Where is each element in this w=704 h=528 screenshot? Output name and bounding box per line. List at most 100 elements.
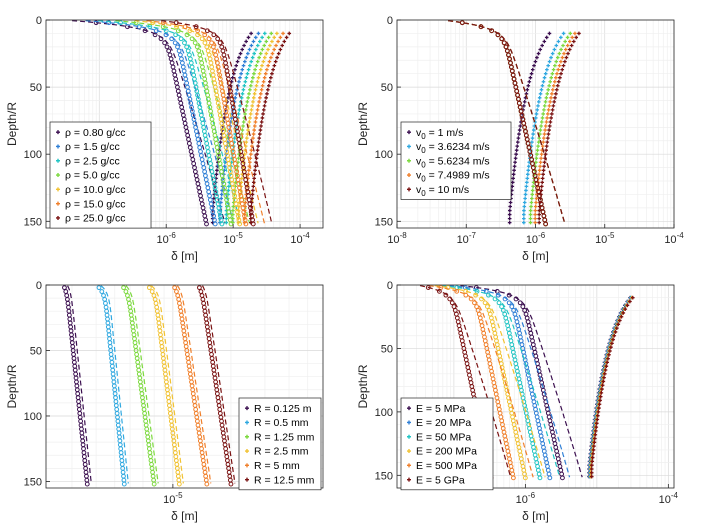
legend-label: E = 20 MPa <box>416 417 471 429</box>
series-6-fit-line <box>419 285 512 478</box>
series-2-point-plus <box>550 51 555 56</box>
series-1-point-plus <box>515 140 520 144</box>
legend-marker <box>407 477 411 482</box>
legend-marker <box>56 130 60 135</box>
series-2-point-circle <box>483 288 489 294</box>
series-2-point-plus <box>251 39 256 44</box>
series-6-point-circle <box>228 481 234 487</box>
series-3-point-plus <box>226 188 231 193</box>
series-5-point-plus <box>249 108 254 112</box>
series-6-point-circle <box>437 288 442 294</box>
series-4-point-plus <box>533 216 537 221</box>
series-5-point-circle <box>463 292 469 298</box>
series-7-point-plus <box>250 192 255 197</box>
x-tick-label: 10-7 <box>457 231 477 246</box>
series-6-point-circle <box>209 40 215 46</box>
series-4-point-plus <box>533 208 538 213</box>
series-2-point-plus <box>545 67 549 72</box>
series-5-point-plus <box>256 75 261 80</box>
series-1-point-plus <box>212 196 216 201</box>
series-1-point-circle <box>164 44 170 50</box>
series-7-point-plus <box>255 152 259 156</box>
series-1-point-plus <box>235 59 240 64</box>
series-6-point-circle <box>210 44 216 50</box>
series-3-point-plus <box>241 87 246 92</box>
series-5-point-plus <box>542 160 547 165</box>
legend-marker <box>245 406 249 411</box>
series-2-point-plus <box>530 136 535 140</box>
series-7-point-plus <box>271 67 275 72</box>
series-3-point-plus <box>531 184 535 189</box>
x-tick-label: 10-4 <box>290 231 310 246</box>
series-5-point-circle <box>204 481 210 487</box>
series-7-point-plus <box>252 172 257 177</box>
series-6-point-plus <box>249 148 254 152</box>
series-5-point-plus <box>539 192 543 197</box>
series-2-point-plus <box>559 35 563 40</box>
series-6-point-circle <box>443 292 449 298</box>
legend-marker <box>407 434 411 439</box>
series-1-point-plus <box>522 100 527 104</box>
series-2-point-plus <box>533 116 538 120</box>
series-6-point-plus <box>621 311 626 315</box>
series-6-point-plus <box>247 164 252 169</box>
series-2 <box>96 285 129 487</box>
series-5-fit-line <box>448 20 566 224</box>
series-5-point-plus <box>240 176 244 181</box>
y-tick-label: 50 <box>30 82 42 94</box>
legend-marker <box>245 420 249 425</box>
series-7-point-circle <box>217 40 223 46</box>
series-7-point-plus <box>256 144 260 148</box>
series-6-point-plus <box>258 96 262 100</box>
y-tick-label: 100 <box>24 411 42 423</box>
series-5-point-circle <box>459 20 465 26</box>
series-7-point-plus <box>284 35 289 40</box>
series-3-point-plus <box>535 148 540 152</box>
series-7-point-plus <box>280 43 285 48</box>
series-1-point-plus <box>244 39 248 44</box>
series-1-point-plus <box>514 152 518 156</box>
series-6-point-plus <box>616 322 621 327</box>
series-4-point-plus <box>241 124 245 128</box>
series-7-point-plus <box>250 196 254 201</box>
series-5-point-plus <box>541 168 546 173</box>
legend-label: ρ = 1.5 g/cc <box>65 141 120 153</box>
series-5-point-plus <box>577 31 581 36</box>
series-1-point-circle <box>162 40 168 46</box>
series-5-point-plus <box>251 96 256 100</box>
series-1-point-plus <box>237 55 241 60</box>
series-6-point-plus <box>248 156 253 161</box>
series-5-point-plus <box>236 216 241 221</box>
series-5-point-plus <box>264 51 269 56</box>
series-7-point-plus <box>273 59 278 64</box>
y-axis-label: Depth/R <box>5 364 19 408</box>
series-6-point-plus <box>252 128 257 132</box>
series-6-point-circle <box>195 28 201 34</box>
series-4-point-plus <box>534 200 538 205</box>
series-6-point-plus <box>593 432 598 437</box>
series-1-point-plus <box>518 124 523 128</box>
series-3-point-plus <box>536 144 540 148</box>
series-3-point-plus <box>554 59 559 64</box>
series-5-point-plus <box>266 47 270 52</box>
legend-marker <box>245 477 249 482</box>
series-3-point-plus <box>539 120 544 124</box>
series-1-point-plus <box>242 43 246 48</box>
series-1-point-plus <box>512 168 516 173</box>
series-3-point-plus <box>224 220 229 225</box>
series-5-point-circle <box>478 24 484 30</box>
series-2-point-plus <box>537 96 542 100</box>
series-1-point-circle <box>62 285 67 291</box>
series-6-point-plus <box>251 132 256 136</box>
series-2-point-plus <box>547 59 552 64</box>
series-6-point-circle <box>182 24 188 30</box>
series-1-point-circle <box>560 475 565 481</box>
series-6-point-plus <box>272 47 276 52</box>
series-4-point-plus <box>231 216 235 221</box>
series-5-point-plus <box>539 184 544 189</box>
legend-marker <box>245 449 249 454</box>
series-7-point-plus <box>275 55 279 60</box>
series-1-point-plus <box>530 67 535 72</box>
legend-marker <box>407 158 411 163</box>
series-2-point-plus <box>533 120 537 124</box>
